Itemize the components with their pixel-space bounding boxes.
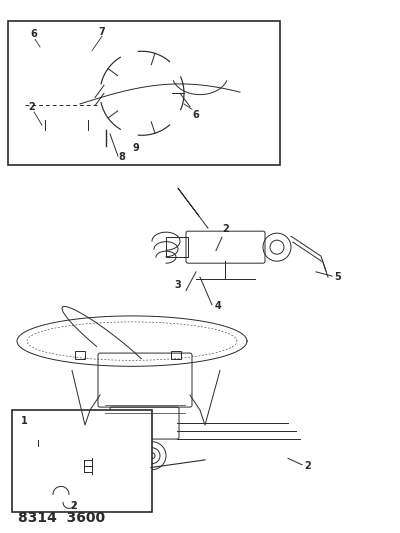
Text: 2: 2 <box>71 502 77 511</box>
Text: 1: 1 <box>21 416 27 426</box>
Text: 5: 5 <box>335 272 341 282</box>
Bar <box>12 410 152 512</box>
Bar <box>75 351 85 359</box>
Text: 2: 2 <box>305 462 311 471</box>
Bar <box>171 351 181 359</box>
Text: 2: 2 <box>29 102 35 111</box>
Bar <box>190 101 202 115</box>
Text: 8314  3600: 8314 3600 <box>18 511 105 525</box>
Bar <box>102 146 110 160</box>
Text: 2: 2 <box>223 224 229 234</box>
Bar <box>166 237 188 257</box>
Text: 4: 4 <box>215 302 221 311</box>
Bar <box>35 425 41 430</box>
Text: 3: 3 <box>175 280 181 290</box>
Text: 8: 8 <box>118 152 126 162</box>
Text: 9: 9 <box>133 143 139 153</box>
Bar <box>8 21 280 165</box>
Bar <box>38 76 98 87</box>
Text: 7: 7 <box>99 27 105 37</box>
Text: 6: 6 <box>193 110 199 119</box>
Bar <box>32 430 46 440</box>
Text: 6: 6 <box>31 29 37 38</box>
